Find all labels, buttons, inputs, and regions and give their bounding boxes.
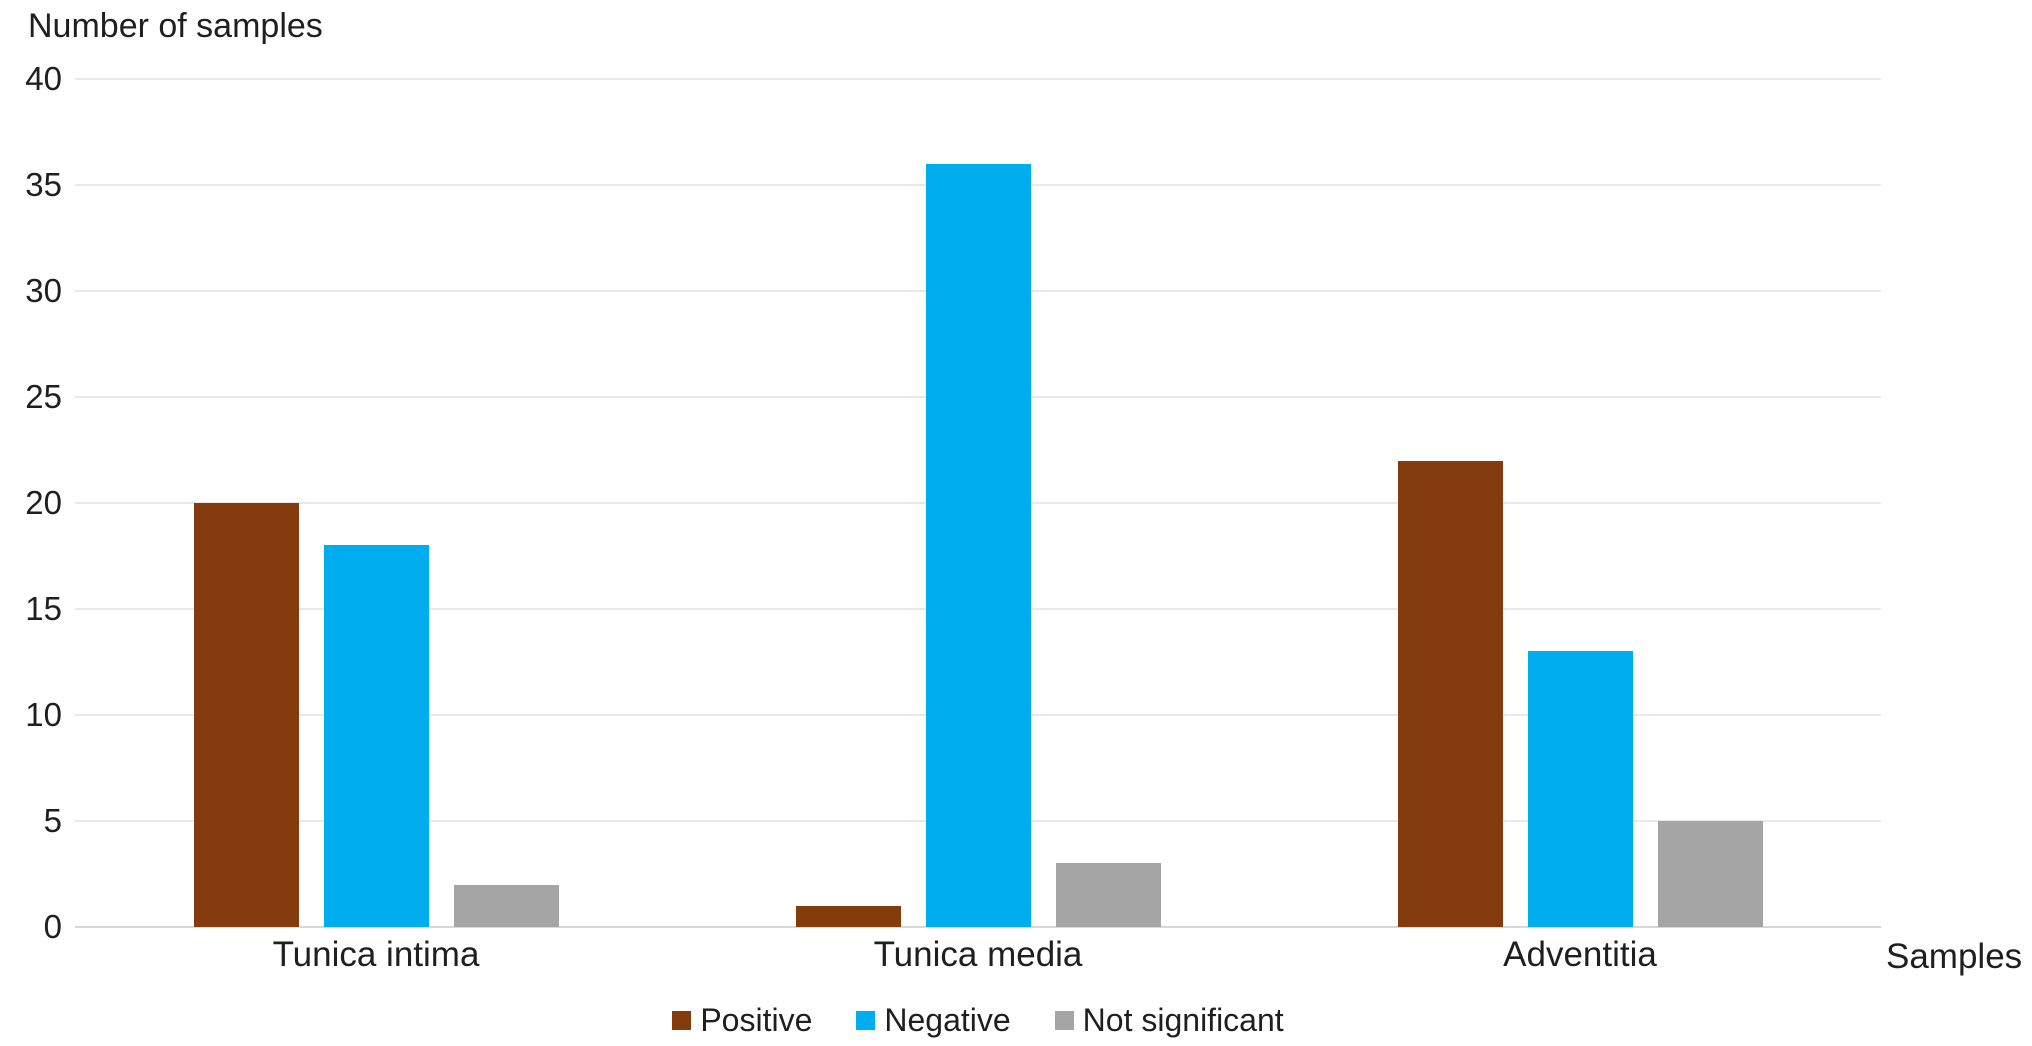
bar-not-significant-tunica-intima	[453, 884, 559, 927]
y-tick-label-40: 40	[25, 60, 62, 97]
y-tick-label-5: 5	[43, 802, 62, 839]
y-tick-label-15: 15	[25, 590, 62, 627]
bar-negative-tunica-media	[925, 163, 1031, 927]
bar-not-significant-tunica-media	[1055, 863, 1161, 927]
legend-swatch-not-significant	[1054, 1010, 1074, 1030]
legend-item-positive: Positive	[672, 1002, 812, 1038]
legend-item-negative: Negative	[856, 1002, 1011, 1038]
legend-label-not-significant: Not significant	[1082, 1002, 1284, 1038]
x-axis-line	[75, 926, 1881, 928]
legend: Positive Negative Not significant	[75, 1000, 1881, 1040]
gridline-40	[75, 78, 1881, 80]
legend-label-positive: Positive	[700, 1002, 813, 1038]
x-category-label-tunica-intima: Tunica intima	[272, 935, 480, 974]
y-tick-label-30: 30	[25, 272, 62, 309]
plot-area	[75, 78, 1881, 928]
bar-not-significant-adventitia	[1657, 821, 1763, 927]
y-tick-label-35: 35	[25, 166, 62, 203]
bar-positive-adventitia	[1397, 460, 1503, 927]
y-axis-title: Number of samples	[28, 7, 323, 45]
bar-positive-tunica-media	[795, 905, 901, 927]
y-tick-label-20: 20	[25, 484, 62, 521]
x-axis-title: Samples	[1886, 937, 2023, 976]
bar-negative-tunica-intima	[323, 545, 429, 927]
legend-swatch-positive	[672, 1010, 692, 1030]
y-tick-label-25: 25	[25, 378, 62, 415]
legend-item-not-significant: Not significant	[1054, 1002, 1284, 1038]
bar-negative-adventitia	[1527, 651, 1633, 927]
legend-swatch-negative	[856, 1010, 876, 1030]
y-tick-label-0: 0	[43, 908, 62, 945]
legend-label-negative: Negative	[884, 1002, 1011, 1038]
x-category-label-adventitia: Adventitia	[1503, 935, 1657, 974]
x-category-label-tunica-media: Tunica media	[873, 935, 1083, 974]
bar-positive-tunica-intima	[193, 503, 299, 927]
y-tick-label-10: 10	[25, 696, 62, 733]
